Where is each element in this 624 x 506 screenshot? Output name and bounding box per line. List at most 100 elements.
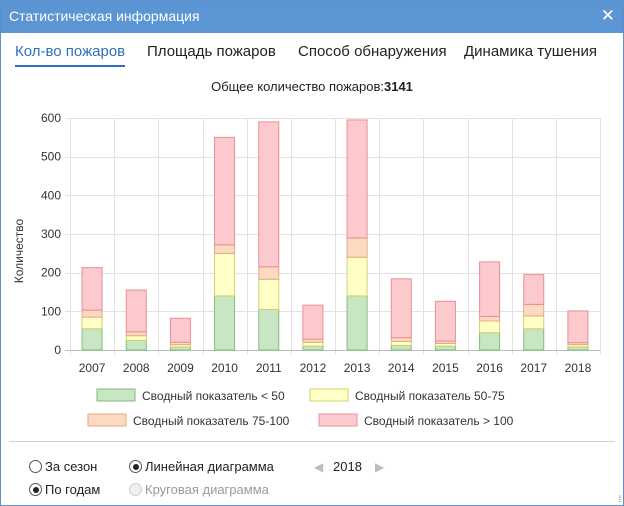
bar-segment[interactable] bbox=[258, 266, 280, 280]
bar-segment[interactable] bbox=[214, 136, 236, 246]
resize-grip-icon[interactable]: ⁞⁞ bbox=[617, 494, 622, 504]
chart-grid bbox=[65, 118, 601, 355]
radio-season[interactable]: За сезон bbox=[29, 459, 97, 474]
bar-segment[interactable] bbox=[258, 308, 280, 351]
bar-segment[interactable] bbox=[81, 316, 103, 330]
bar-segment[interactable] bbox=[169, 317, 191, 343]
y-tick-label: 500 bbox=[41, 150, 61, 164]
bar-segment[interactable] bbox=[258, 121, 280, 268]
bar-segment[interactable] bbox=[479, 315, 501, 322]
bar-segment[interactable] bbox=[523, 303, 545, 317]
tab-fire-area[interactable]: Площадь пожаров bbox=[147, 43, 276, 60]
radio-line-chart-indicator[interactable] bbox=[129, 460, 142, 473]
total-fires-summary: Общее количество пожаров:3141 bbox=[1, 79, 623, 94]
section-divider bbox=[9, 441, 615, 442]
x-tick-label: 2018 bbox=[565, 361, 592, 375]
radio-by-years[interactable]: По годам bbox=[29, 482, 100, 497]
bar-segment[interactable] bbox=[125, 335, 147, 341]
radio-pie-chart-indicator[interactable] bbox=[129, 483, 142, 496]
radio-line-chart[interactable]: Линейная диаграмма bbox=[129, 459, 274, 474]
bar-segment[interactable] bbox=[214, 252, 236, 297]
total-fires-label: Общее количество пожаров: bbox=[211, 79, 384, 94]
bar-segment[interactable] bbox=[346, 256, 368, 297]
tab-fire-count[interactable]: Кол-во пожаров bbox=[15, 43, 126, 67]
legend-label[interactable]: Сводный показатель < 50 bbox=[142, 389, 285, 403]
bar-segment[interactable] bbox=[390, 278, 412, 339]
legend-label[interactable]: Сводный показатель > 100 bbox=[364, 414, 514, 428]
radio-pie-chart[interactable]: Круговая диаграмма bbox=[129, 482, 269, 497]
tab-extinguishing-dynamics[interactable]: Динамика тушения bbox=[464, 43, 597, 60]
chart-bars bbox=[81, 119, 589, 351]
y-tick-label: 600 bbox=[41, 111, 61, 125]
close-icon[interactable]: ✕ bbox=[600, 6, 615, 25]
bar-segment[interactable] bbox=[125, 339, 147, 351]
bar-segment[interactable] bbox=[479, 320, 501, 334]
bar-segment[interactable] bbox=[390, 340, 412, 346]
y-tick-label: 0 bbox=[54, 343, 61, 357]
legend-swatch[interactable] bbox=[87, 413, 127, 427]
bar-segment[interactable] bbox=[479, 332, 501, 351]
legend-label[interactable]: Сводный показатель 75-100 bbox=[133, 414, 290, 428]
bar-segment[interactable] bbox=[523, 328, 545, 351]
x-tick-label: 2013 bbox=[344, 361, 371, 375]
x-tick-label: 2012 bbox=[300, 361, 327, 375]
bar-segment[interactable] bbox=[302, 341, 324, 347]
bar-segment[interactable] bbox=[346, 295, 368, 351]
y-tick-label: 400 bbox=[41, 188, 61, 202]
bar-segment[interactable] bbox=[214, 295, 236, 351]
radio-season-label: За сезон bbox=[45, 459, 98, 474]
chart-legend: Сводный показатель < 50 Сводный показател… bbox=[87, 388, 514, 428]
chevron-left-icon[interactable]: ◀ bbox=[314, 460, 324, 474]
window-titlebar[interactable]: Статистическая информация ✕ bbox=[1, 1, 623, 33]
x-axis-ticks: 2007 2008 2009 2010 2011 2012 2013 2014 2015 2016… bbox=[79, 361, 592, 375]
x-tick-label: 2010 bbox=[211, 361, 238, 375]
bar-segment[interactable] bbox=[81, 328, 103, 351]
bar-segment[interactable] bbox=[258, 278, 280, 310]
bar-segment[interactable] bbox=[302, 304, 324, 340]
x-tick-label: 2017 bbox=[520, 361, 547, 375]
bar-segment[interactable] bbox=[214, 244, 236, 254]
bar-segment[interactable] bbox=[479, 261, 501, 317]
legend-swatch[interactable] bbox=[318, 413, 358, 427]
legend-swatch[interactable] bbox=[96, 388, 136, 402]
bar-segment[interactable] bbox=[346, 119, 368, 239]
window-title: Статистическая информация bbox=[9, 8, 200, 24]
x-tick-label: 2015 bbox=[432, 361, 459, 375]
bar-segment[interactable] bbox=[434, 345, 456, 351]
y-tick-label: 200 bbox=[41, 266, 61, 280]
bar-segment[interactable] bbox=[567, 310, 589, 344]
bar-segment[interactable] bbox=[390, 344, 412, 351]
bar-segment[interactable] bbox=[81, 267, 103, 311]
y-tick-label: 100 bbox=[41, 304, 61, 318]
bar-segment[interactable] bbox=[434, 300, 456, 342]
bar-segment[interactable] bbox=[125, 331, 147, 337]
x-tick-label: 2016 bbox=[476, 361, 503, 375]
radio-season-indicator[interactable] bbox=[29, 460, 42, 473]
x-tick-label: 2011 bbox=[256, 361, 282, 375]
x-tick-label: 2009 bbox=[167, 361, 194, 375]
bar-segment[interactable] bbox=[125, 289, 147, 333]
legend-label[interactable]: Сводный показатель 50-75 bbox=[355, 389, 505, 403]
bar-segment[interactable] bbox=[523, 274, 545, 305]
bar-segment[interactable] bbox=[81, 309, 103, 318]
bar-segment[interactable] bbox=[346, 237, 368, 258]
radio-line-chart-label: Линейная диаграмма bbox=[145, 459, 274, 474]
bar-segment[interactable] bbox=[523, 315, 545, 330]
chevron-right-icon[interactable]: ▶ bbox=[375, 460, 385, 474]
x-tick-label: 2008 bbox=[123, 361, 150, 375]
bar-segment[interactable] bbox=[390, 337, 412, 342]
fires-bar-chart: 0 100 200 300 400 500 600 2007 2008 2009 2010 2011… bbox=[12, 111, 601, 428]
total-fires-value: 3141 bbox=[383, 79, 413, 94]
y-tick-label: 300 bbox=[41, 227, 61, 241]
radio-by-years-indicator[interactable] bbox=[29, 483, 42, 496]
y-axis-ticks: 0 100 200 300 400 500 600 bbox=[41, 111, 61, 357]
tab-detection-method[interactable]: Способ обнаружения bbox=[298, 43, 447, 60]
radio-pie-chart-label: Круговая диаграмма bbox=[145, 482, 269, 497]
legend-swatch[interactable] bbox=[309, 388, 349, 402]
bar-segment[interactable] bbox=[302, 345, 324, 351]
x-tick-label: 2007 bbox=[79, 361, 106, 375]
y-axis-label: Количество bbox=[12, 218, 26, 283]
selected-year: 2018 bbox=[333, 459, 362, 474]
radio-by-years-label: По годам bbox=[45, 482, 101, 497]
